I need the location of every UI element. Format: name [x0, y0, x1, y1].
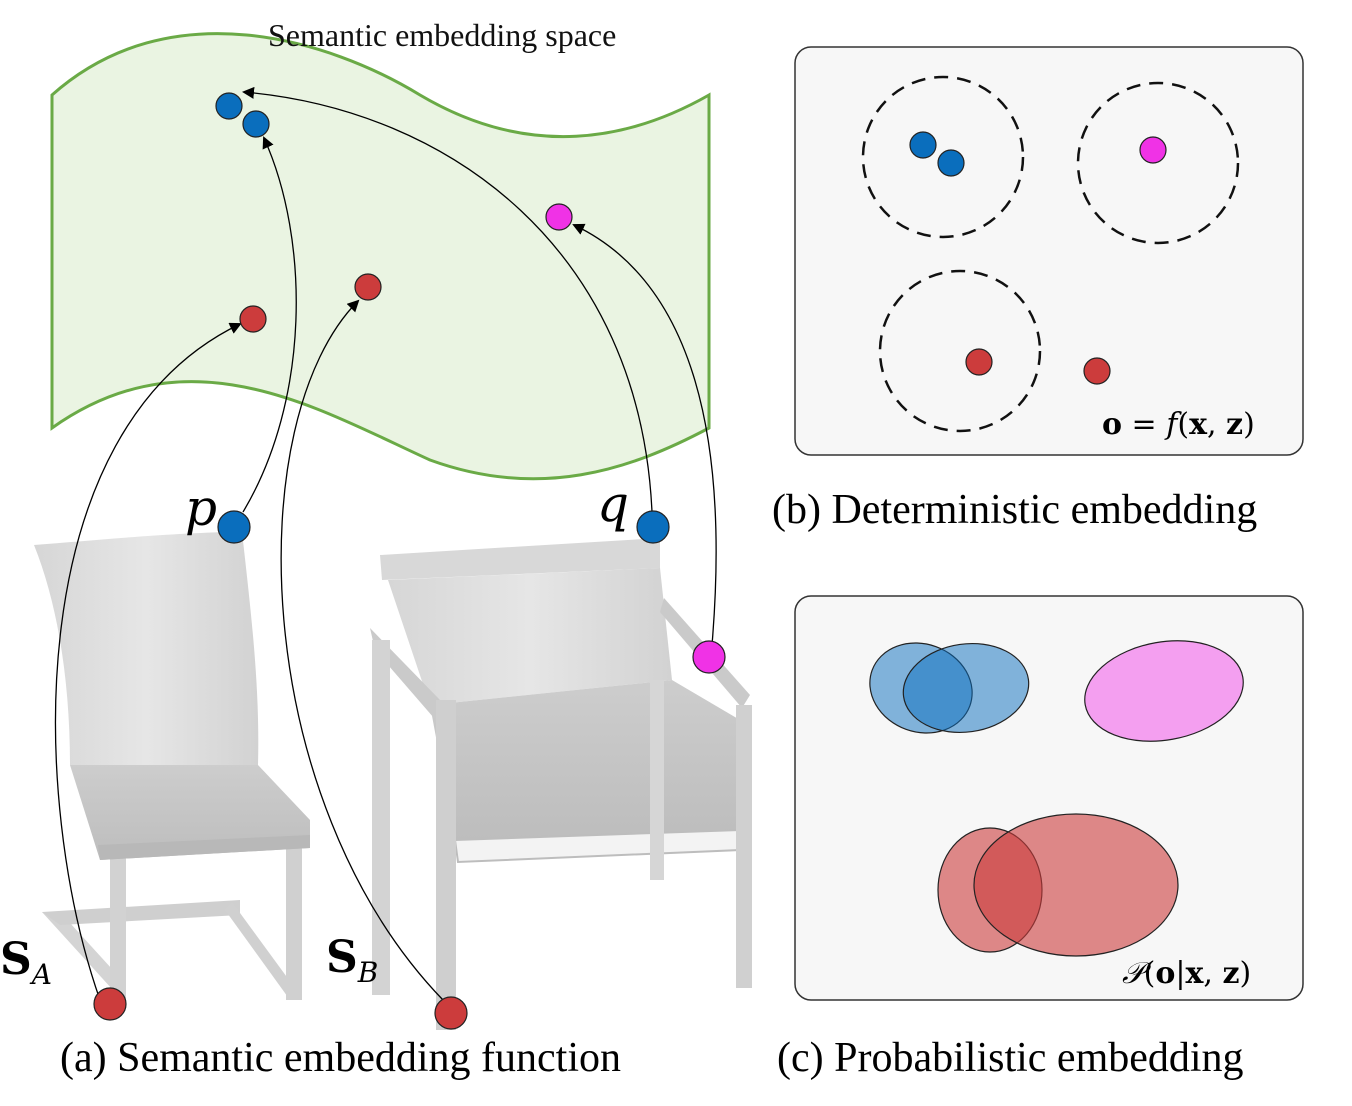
- caption-a: (a) Semantic embedding function: [60, 1035, 621, 1081]
- gaussian-magenta: [1084, 640, 1244, 742]
- arrow-p-to-blue: [242, 136, 297, 513]
- radius-circle-red: [878, 269, 1042, 433]
- label-q: q: [597, 475, 629, 533]
- label-sa: SA: [0, 934, 52, 991]
- point-sa: [93, 987, 127, 1021]
- embedded-point-red-1: [239, 305, 267, 333]
- formula-deterministic: o = f(x, z): [1102, 407, 1255, 442]
- point-p: [217, 510, 251, 544]
- arrow-arm-to-magenta: [572, 223, 717, 646]
- embedded-point-red-2: [354, 273, 382, 301]
- point-armrest: [692, 640, 726, 674]
- point-sb: [434, 996, 468, 1030]
- embedded-point-magenta: [545, 203, 573, 231]
- caption-c: (c) Probabilistic embedding: [777, 1035, 1244, 1081]
- gaussian-red-2: [973, 813, 1179, 957]
- embedding-space-sheet: [50, 32, 711, 481]
- arrow-q-to-blue: [242, 86, 653, 513]
- radius-circle-blue: [861, 75, 1025, 239]
- chair-a: [34, 532, 310, 1000]
- formula-probabilistic: 𝒫(o|x, z): [1122, 956, 1251, 991]
- embedded-point-blue-1: [215, 92, 243, 120]
- panel-a: Semantic embedding space: [0, 17, 752, 1081]
- det-point-red-1: [965, 348, 993, 376]
- chair-b: [370, 538, 752, 1030]
- space-label: Semantic embedding space: [268, 17, 616, 53]
- label-p: p: [185, 479, 217, 537]
- det-point-magenta: [1139, 136, 1167, 164]
- embedded-point-blue-2: [242, 110, 270, 138]
- det-point-red-2: [1083, 357, 1111, 385]
- arrow-sb-to-red: [280, 299, 444, 1001]
- caption-b: (b) Deterministic embedding: [772, 487, 1257, 533]
- gaussian-blue-2: [902, 642, 1030, 734]
- radius-circle-magenta: [1076, 81, 1240, 245]
- arrow-sa-to-red: [54, 322, 242, 1001]
- mapping-arrows: [54, 86, 717, 1001]
- panel-b: o = f(x, z) (b) Deterministic embedding: [772, 46, 1304, 533]
- panel-b-box: [794, 46, 1304, 456]
- panel-c: 𝒫(o|x, z) (c) Probabilistic embedding: [777, 595, 1304, 1081]
- label-sb: SB: [326, 932, 378, 989]
- point-q: [636, 510, 670, 544]
- det-point-blue-1: [909, 131, 937, 159]
- det-point-blue-2: [937, 149, 965, 177]
